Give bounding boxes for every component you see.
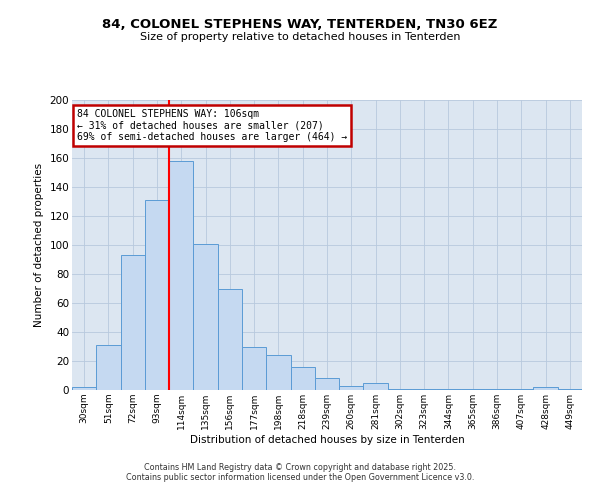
- Bar: [533, 387, 558, 390]
- Bar: [169, 161, 193, 390]
- Bar: [461, 388, 485, 390]
- Bar: [339, 386, 364, 390]
- Bar: [412, 388, 436, 390]
- Bar: [558, 388, 582, 390]
- Bar: [96, 345, 121, 390]
- Text: Contains public sector information licensed under the Open Government Licence v3: Contains public sector information licen…: [126, 474, 474, 482]
- Text: Contains HM Land Registry data © Crown copyright and database right 2025.: Contains HM Land Registry data © Crown c…: [144, 464, 456, 472]
- Bar: [290, 367, 315, 390]
- Text: Size of property relative to detached houses in Tenterden: Size of property relative to detached ho…: [140, 32, 460, 42]
- Bar: [218, 288, 242, 390]
- Bar: [388, 388, 412, 390]
- Y-axis label: Number of detached properties: Number of detached properties: [34, 163, 44, 327]
- Bar: [145, 200, 169, 390]
- Bar: [242, 346, 266, 390]
- Bar: [266, 355, 290, 390]
- Bar: [436, 388, 461, 390]
- X-axis label: Distribution of detached houses by size in Tenterden: Distribution of detached houses by size …: [190, 434, 464, 444]
- Bar: [315, 378, 339, 390]
- Text: 84, COLONEL STEPHENS WAY, TENTERDEN, TN30 6EZ: 84, COLONEL STEPHENS WAY, TENTERDEN, TN3…: [103, 18, 497, 30]
- Text: 84 COLONEL STEPHENS WAY: 106sqm
← 31% of detached houses are smaller (207)
69% o: 84 COLONEL STEPHENS WAY: 106sqm ← 31% of…: [77, 108, 347, 142]
- Bar: [72, 387, 96, 390]
- Bar: [121, 255, 145, 390]
- Bar: [193, 244, 218, 390]
- Bar: [509, 388, 533, 390]
- Bar: [485, 388, 509, 390]
- Bar: [364, 383, 388, 390]
